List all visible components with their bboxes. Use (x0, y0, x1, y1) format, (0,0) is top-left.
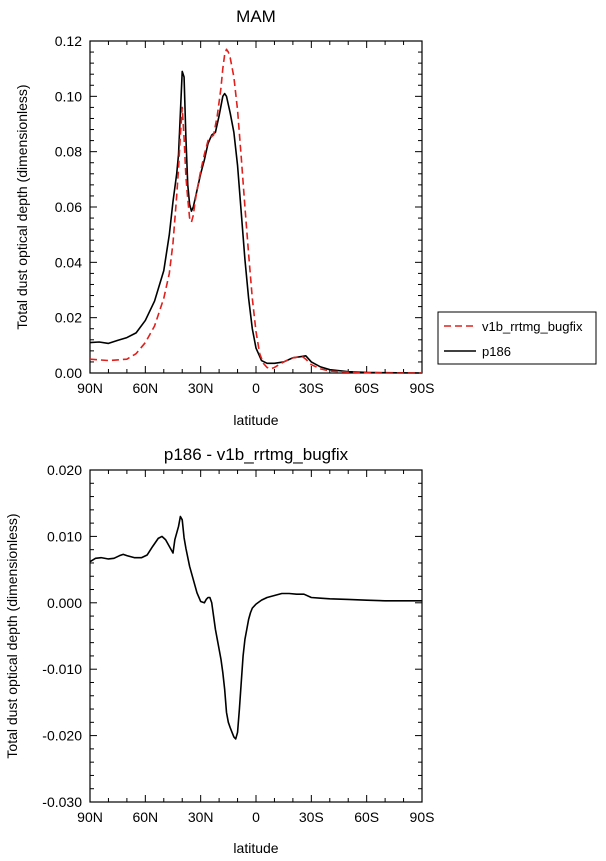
y-tick-label: 0.10 (55, 88, 82, 104)
legend-label-v1b-rrtmg-bugfix: v1b_rrtmg_bugfix (482, 319, 583, 334)
top-chart-xlabel: latitude (233, 412, 278, 428)
x-tick-label: 30N (188, 380, 214, 396)
series-line-p186 (89, 70, 423, 374)
x-tick-label: 90S (410, 380, 435, 396)
x-tick-label: 30N (188, 809, 214, 825)
legend: v1b_rrtmg_bugfix p186 (437, 311, 597, 365)
x-tick-label: 60N (132, 809, 158, 825)
y-tick-label: 0.06 (55, 199, 82, 215)
x-tick-label: 90N (77, 809, 103, 825)
y-tick-label: 0.00 (55, 365, 82, 381)
bottom-chart-xlabel: latitude (233, 840, 278, 856)
y-tick-label: 0.08 (55, 144, 82, 160)
x-tick-label: 0 (252, 380, 260, 396)
top-chart-frame (89, 40, 423, 374)
y-tick-label: 0.010 (47, 528, 82, 544)
series-line-p186-v1b-rrtmg-bugfix (89, 515, 422, 740)
x-tick-label: 60S (354, 380, 379, 396)
bottom-chart-title: p186 - v1b_rrtmg_bugfix (164, 445, 349, 464)
x-tick-label: 0 (252, 809, 260, 825)
top-chart: MAM 90N 60N 30N 0 30S 60S 90S 0.00 0.02 0.04 0.06 0… (14, 7, 434, 428)
y-tick-label: 0.12 (55, 33, 82, 49)
x-tick-label: 90N (77, 380, 103, 396)
x-tick-label: 60S (354, 809, 379, 825)
bottom-chart-frame (89, 469, 423, 803)
y-tick-label: 0.02 (55, 310, 82, 326)
y-tick-label: -0.020 (42, 728, 82, 744)
series-line-v1b-rrtmg-bugfix (89, 48, 422, 374)
top-chart-title: MAM (236, 7, 276, 26)
y-tick-label: 0.020 (47, 462, 82, 478)
y-tick-label: 0.04 (55, 254, 82, 270)
y-tick-label: -0.010 (42, 661, 82, 677)
y-tick-label: 0.000 (47, 595, 82, 611)
legend-box (437, 311, 597, 365)
x-tick-label: 90S (410, 809, 435, 825)
bottom-chart: p186 - v1b_rrtmg_bugfix 90N 60N 30N 0 30S 60S… (4, 445, 434, 856)
top-chart-ylabel: Total dust optical depth (dimensionless) (14, 84, 30, 329)
bottom-chart-ylabel: Total dust optical depth (dimensionless) (4, 513, 20, 758)
x-tick-label: 30S (299, 809, 324, 825)
x-tick-label: 60N (132, 380, 158, 396)
legend-label-p186: p186 (482, 344, 511, 359)
x-tick-label: 30S (299, 380, 324, 396)
y-tick-label: -0.030 (42, 794, 82, 810)
